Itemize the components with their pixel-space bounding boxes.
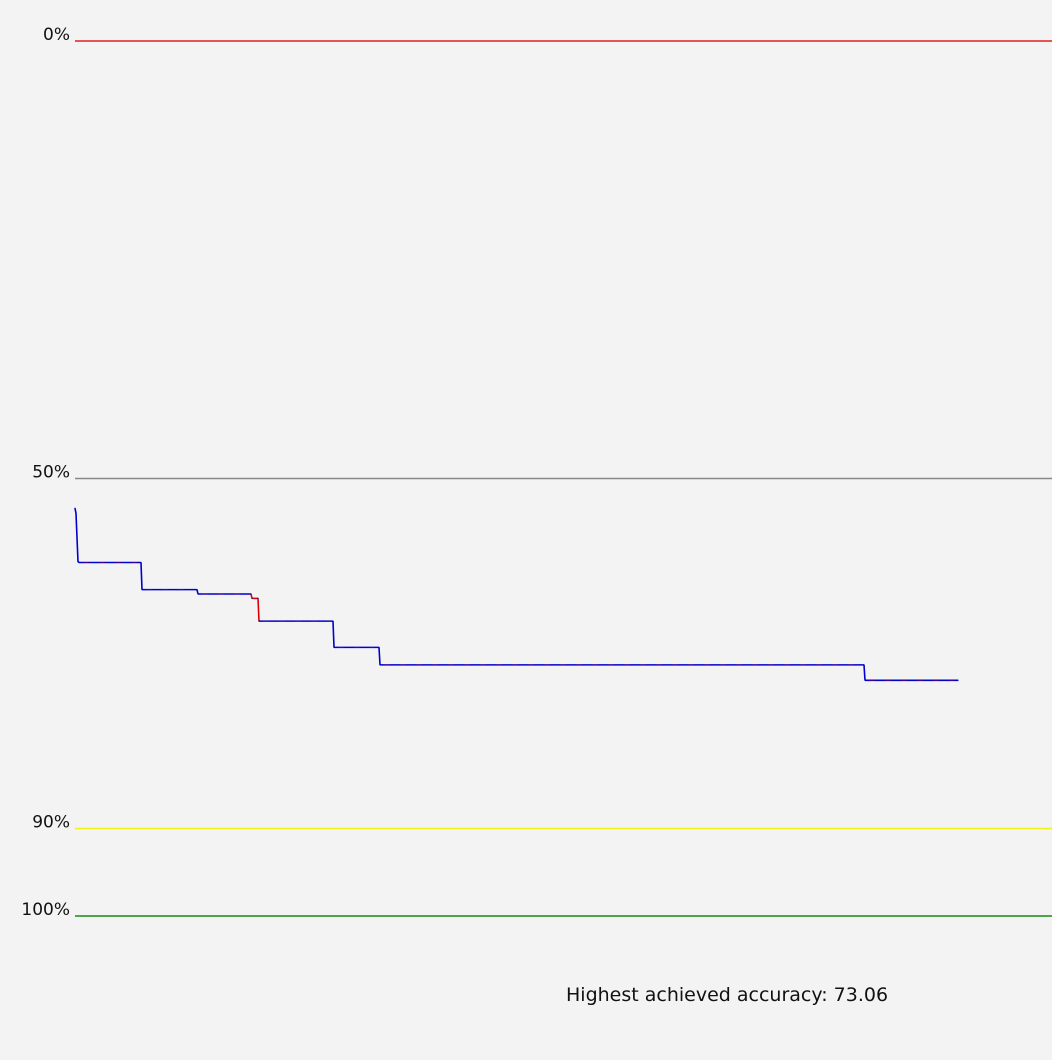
data-point — [251, 597, 253, 599]
series-segment — [74, 508, 77, 514]
series-segment — [332, 621, 335, 648]
series-segment — [863, 664, 866, 681]
highest-accuracy-caption: Highest achieved accuracy: 73.06 — [566, 984, 889, 1006]
data-point — [332, 620, 334, 622]
reference-lines: 0% 50% 90% 100% — [21, 25, 1052, 920]
series-layer — [74, 507, 959, 682]
series-segment — [75, 513, 79, 562]
data-point — [258, 620, 260, 622]
reference-label-0: 0% — [43, 25, 70, 45]
data-point — [863, 664, 865, 666]
data-point — [197, 593, 199, 595]
data-point — [77, 561, 79, 563]
data-point — [75, 512, 77, 515]
reference-label-100: 100% — [21, 900, 70, 920]
series-segment — [250, 593, 253, 599]
reference-label-90: 90% — [32, 813, 70, 833]
data-point — [957, 679, 959, 681]
reference-label-50: 50% — [32, 463, 70, 483]
data-point — [78, 561, 80, 564]
data-point — [257, 597, 259, 599]
data-point — [379, 664, 381, 666]
series-segment — [378, 647, 381, 665]
series-segment — [196, 589, 199, 595]
data-point — [250, 593, 252, 595]
data-point — [74, 507, 76, 509]
data-point — [378, 646, 380, 648]
data-point — [864, 679, 866, 681]
series-segment — [140, 562, 143, 590]
data-point — [196, 589, 198, 591]
data-point — [141, 589, 143, 591]
series-segment — [257, 598, 260, 622]
data-point — [333, 646, 335, 648]
data-point — [140, 561, 142, 564]
